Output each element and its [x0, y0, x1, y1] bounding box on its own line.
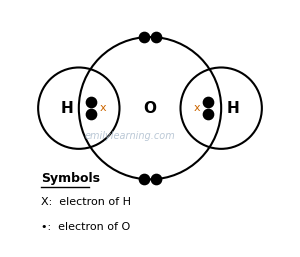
Point	[88, 112, 93, 116]
Point	[206, 100, 210, 104]
Text: X:  electron of H: X: electron of H	[41, 197, 131, 207]
Point	[88, 100, 93, 104]
Text: •:  electron of O: •: electron of O	[41, 222, 130, 232]
Point	[154, 177, 159, 181]
Text: x: x	[194, 103, 200, 113]
Text: emilylearning.com: emilylearning.com	[84, 131, 175, 141]
Point	[206, 112, 210, 116]
Text: H: H	[61, 101, 74, 116]
Point	[141, 35, 146, 39]
Point	[141, 177, 146, 181]
Point	[154, 35, 159, 39]
Text: O: O	[143, 101, 157, 116]
Circle shape	[79, 37, 221, 179]
Circle shape	[38, 68, 119, 149]
Text: H: H	[226, 101, 239, 116]
Circle shape	[181, 68, 262, 149]
Text: x: x	[100, 103, 106, 113]
Text: Symbols: Symbols	[41, 172, 100, 185]
